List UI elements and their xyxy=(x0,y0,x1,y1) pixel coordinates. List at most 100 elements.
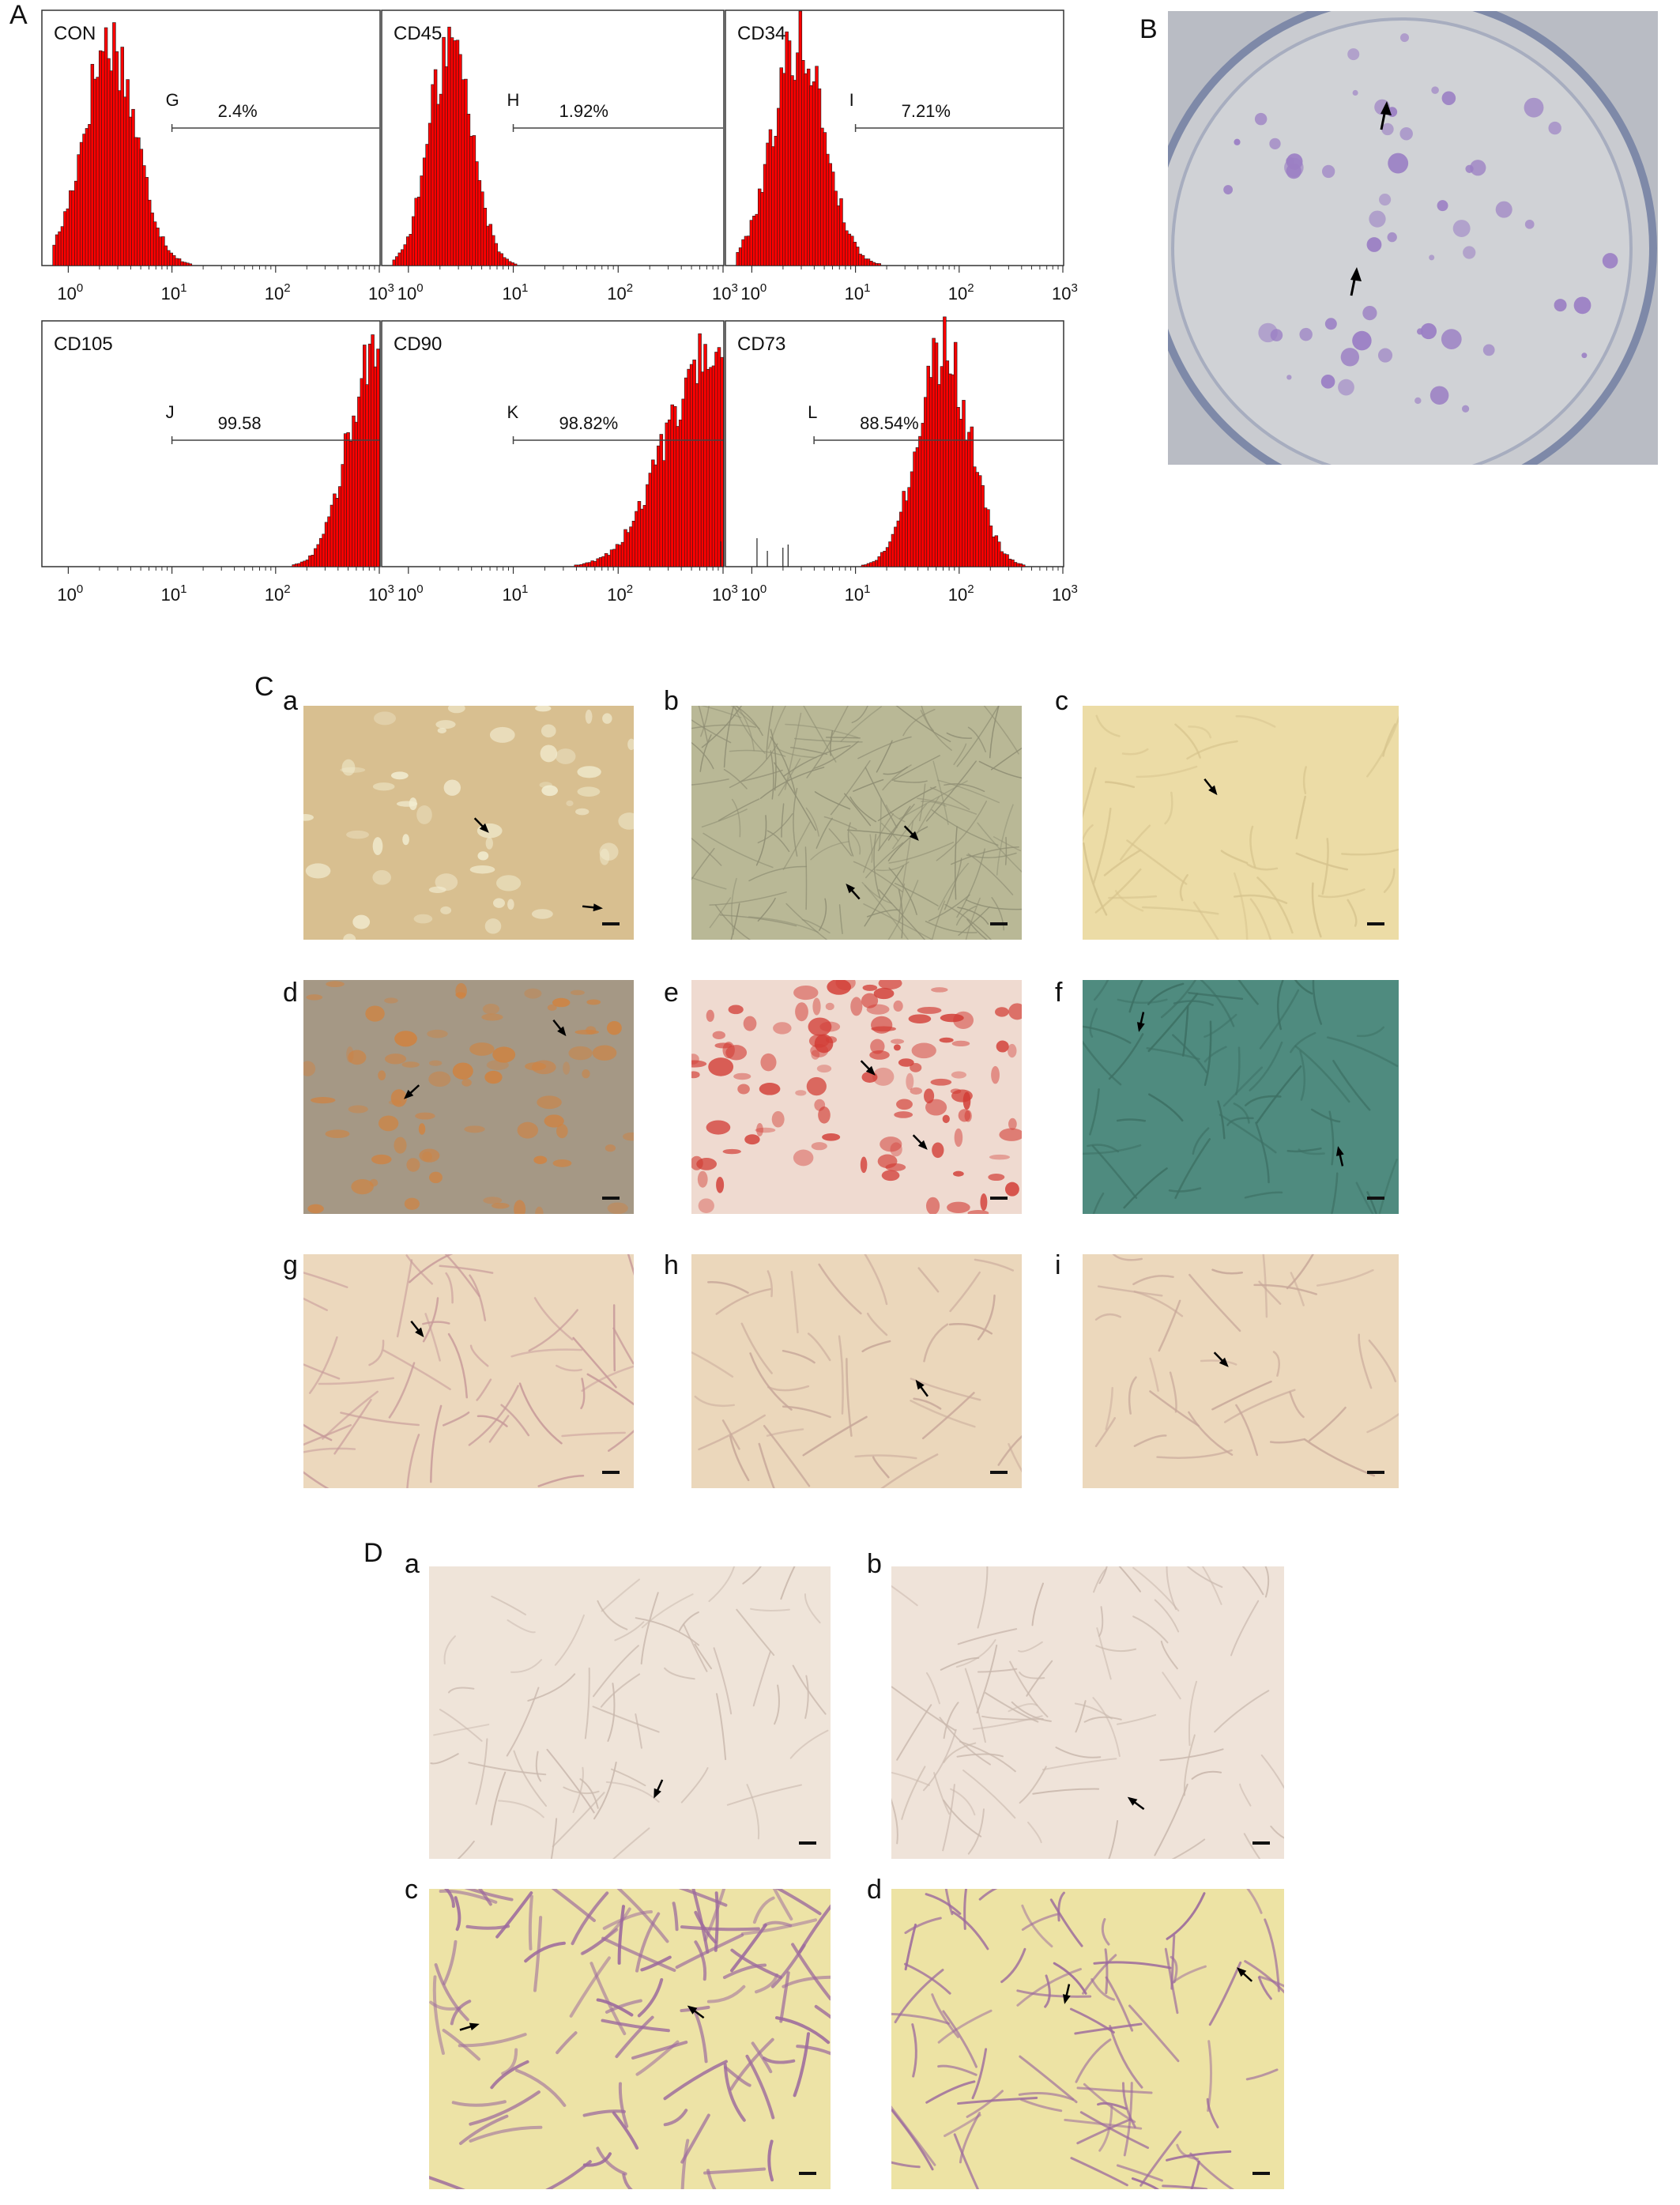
cell xyxy=(1239,1783,1252,1807)
stain-spot xyxy=(525,1062,547,1071)
stain-spot xyxy=(808,1017,832,1036)
cell xyxy=(715,904,751,940)
cell xyxy=(1083,767,1097,819)
cell xyxy=(1262,1254,1268,1318)
cell xyxy=(904,1917,942,1935)
cell xyxy=(925,1893,962,1915)
cell xyxy=(1190,2160,1200,2189)
stain-spot xyxy=(691,1060,707,1068)
cell xyxy=(1160,980,1197,1019)
histogram-title: CON xyxy=(54,23,96,44)
cell xyxy=(1244,1191,1283,1199)
colony xyxy=(1429,254,1435,261)
cell xyxy=(983,706,1019,755)
cell xyxy=(716,1693,727,1761)
cell xyxy=(593,1645,639,1698)
cell xyxy=(951,1910,989,1951)
stain-spot xyxy=(691,1155,703,1170)
cell xyxy=(1021,1904,1053,1948)
stain-spot xyxy=(566,800,574,807)
cell xyxy=(442,2029,480,2061)
cell xyxy=(447,1687,475,1694)
cell xyxy=(439,1709,483,1742)
cell xyxy=(597,1600,628,1630)
cell xyxy=(978,760,1022,779)
micrograph-c-i xyxy=(1083,1254,1399,1488)
histogram-title: CD73 xyxy=(737,334,785,355)
stain-spot xyxy=(827,980,852,995)
cell xyxy=(1070,2157,1128,2187)
cell xyxy=(1235,1404,1259,1457)
stain-spot xyxy=(541,785,559,797)
scale-bar xyxy=(602,1471,620,1474)
d-sublabel: c xyxy=(405,1875,418,1905)
c-sublabel: b xyxy=(664,686,679,716)
histogram-bars xyxy=(574,333,724,567)
x-tick-label: 100 xyxy=(740,582,767,605)
cell xyxy=(1105,781,1136,789)
cell xyxy=(1156,1449,1233,1459)
cell xyxy=(1132,1615,1169,1644)
histogram-bars xyxy=(392,26,518,266)
cell xyxy=(303,1271,348,1288)
cell xyxy=(1031,1582,1045,1626)
cell xyxy=(734,706,763,737)
cell xyxy=(694,1395,735,1408)
cell xyxy=(518,1382,563,1445)
histogram-bin xyxy=(188,263,193,266)
stain-spot xyxy=(952,1170,964,1177)
cell xyxy=(678,1611,699,1632)
cell xyxy=(528,1309,578,1352)
cell xyxy=(1176,2143,1200,2161)
histogram-bin xyxy=(513,263,518,266)
cell xyxy=(781,803,785,838)
cell xyxy=(763,1424,811,1487)
cell xyxy=(698,1414,766,1451)
cell xyxy=(714,1891,719,1952)
cell xyxy=(318,1377,395,1385)
stain-spot xyxy=(372,782,395,791)
cell xyxy=(861,1340,891,1353)
stain-spot xyxy=(910,1087,923,1095)
cell xyxy=(869,834,873,863)
cell xyxy=(602,1910,653,1930)
histogram-bars xyxy=(292,334,380,567)
cell xyxy=(683,1623,708,1672)
c-sublabel: h xyxy=(664,1250,679,1280)
scale-bar xyxy=(990,1471,1008,1474)
cell xyxy=(601,1936,676,1973)
cell xyxy=(1237,980,1259,1005)
cell xyxy=(873,833,881,899)
stain-spot xyxy=(885,1163,906,1171)
cell xyxy=(943,1742,977,1763)
cell xyxy=(545,2160,592,2189)
cell xyxy=(1128,980,1143,1013)
micrograph-background xyxy=(691,1254,1022,1488)
cell xyxy=(776,747,817,759)
stain-spot xyxy=(906,1072,914,1091)
cell xyxy=(779,1971,790,2023)
cell xyxy=(1149,1390,1200,1427)
cell xyxy=(430,1753,459,1765)
colony xyxy=(1602,253,1618,269)
cell xyxy=(584,1667,590,1740)
cell xyxy=(596,2147,627,2176)
cell xyxy=(972,1715,1043,1730)
cell xyxy=(1083,842,1108,916)
cell xyxy=(740,769,783,782)
cell xyxy=(823,816,857,831)
stain-spot xyxy=(1008,1003,1022,1020)
cell xyxy=(707,1280,749,1294)
histogram-title: CD34 xyxy=(737,23,785,44)
stain-spot xyxy=(443,779,461,796)
cell xyxy=(1079,2111,1150,2150)
cell xyxy=(593,1762,617,1820)
cell xyxy=(810,841,849,861)
cell xyxy=(785,723,859,738)
colony xyxy=(1362,305,1377,321)
micrograph-d-b xyxy=(891,1566,1284,1859)
x-axis: 100 101 102 103 xyxy=(57,266,394,303)
stain-spot xyxy=(712,1031,725,1040)
colony xyxy=(1286,153,1303,170)
x-tick-label: 102 xyxy=(607,281,633,303)
